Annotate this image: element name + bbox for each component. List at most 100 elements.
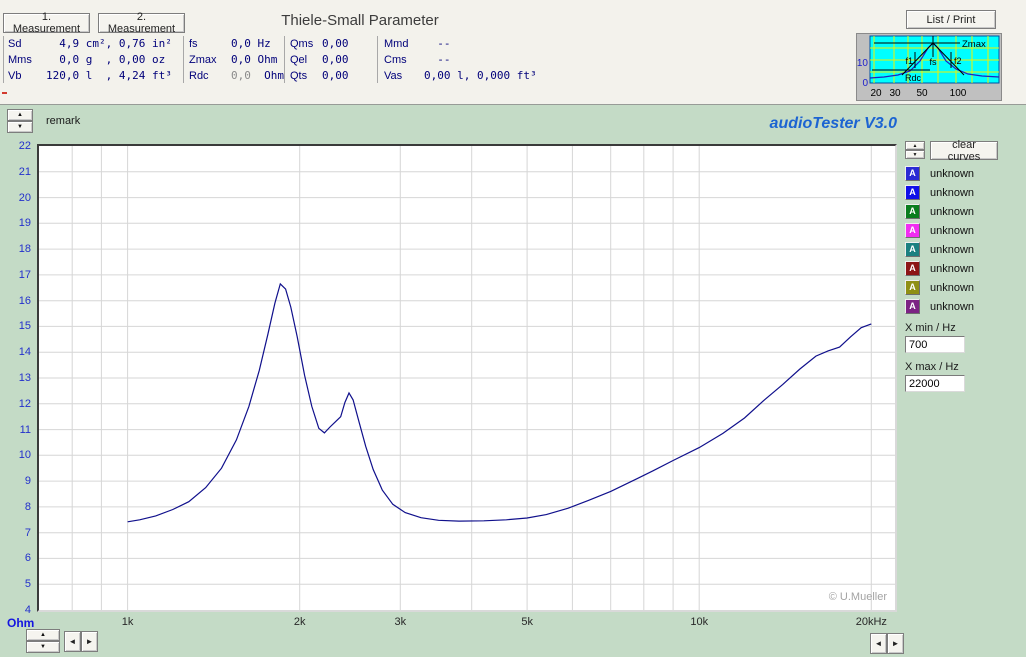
y-axis-tick-label: 7	[24, 526, 31, 539]
curve-color-icon[interactable]: A	[905, 166, 920, 181]
param-group-mmd-cms-vas: Mmd -- Cms -- Vas 0,00 l, 0,000 ft³	[384, 36, 537, 84]
spin-down-button[interactable]: ▼	[7, 121, 33, 133]
curve-select-spinner: ▲ ▼	[905, 141, 925, 159]
bottom-left-controls: ▲ ▼ ◄ ►	[26, 629, 98, 653]
param-label: Vas	[384, 70, 403, 82]
spin-down-button[interactable]: ▼	[905, 150, 925, 159]
legend-item-label: unknown	[930, 167, 975, 180]
param-row-zmax: Zmax 0,0 Ohm	[189, 52, 284, 68]
spin-down-button[interactable]: ▼	[26, 641, 60, 653]
scroll-left-button[interactable]: ◄	[870, 633, 887, 654]
param-separator	[3, 36, 4, 83]
y-axis-tick-label: 12	[18, 397, 31, 410]
f1-label: f1	[905, 56, 913, 66]
y-axis-unit-label: Ohm	[7, 616, 35, 630]
y-axis-tick-label: 13	[18, 372, 31, 384]
param-separator	[284, 36, 285, 83]
f2-label: f2	[954, 56, 962, 66]
curve-color-icon[interactable]: A	[905, 299, 920, 314]
x-min-input[interactable]	[905, 336, 965, 353]
param-label: Cms	[384, 54, 407, 66]
list-print-button[interactable]: List / Print	[906, 10, 996, 29]
spin-up-button[interactable]: ▲	[26, 629, 60, 641]
preview-xtick-20: 20	[870, 88, 882, 99]
legend-item-label: unknown	[930, 186, 975, 199]
scroll-right-button[interactable]: ►	[81, 631, 98, 652]
impedance-plot: © U.Mueller	[39, 146, 895, 610]
y-axis-tick-label: 22	[18, 140, 31, 152]
param-value: --	[424, 53, 451, 66]
measurement2-button[interactable]: 2. Measurement	[98, 11, 185, 35]
scroll-right-button[interactable]: ►	[887, 633, 904, 654]
param-label: Qel	[290, 54, 308, 66]
param-separator	[183, 36, 184, 83]
param-row-qts: Qts 0,00	[290, 68, 349, 84]
x-axis-tick-label: 3k	[394, 616, 407, 628]
param-label: Vb	[8, 70, 22, 82]
x-min-label: X min / Hz	[905, 322, 956, 334]
x-max-input[interactable]	[905, 375, 965, 392]
curve-color-icon[interactable]: A	[905, 223, 920, 238]
scroll-left-button[interactable]: ◄	[64, 631, 81, 652]
y-axis-tick-label: 8	[24, 500, 31, 513]
curve-color-icon[interactable]: A	[905, 280, 920, 295]
curve-color-icon[interactable]: A	[905, 242, 920, 257]
param-label: Mmd	[384, 38, 409, 50]
param-value: 0,00 l, 0,000 ft³	[424, 69, 537, 82]
y-axis-tick-label: 20	[18, 191, 31, 204]
param-row-mms: Mms 0,0 g , 0,00 oz	[8, 52, 172, 68]
param-label: Rdc	[189, 70, 209, 82]
impedance-chart[interactable]: © U.Mueller	[37, 144, 897, 612]
legend-item-label: unknown	[930, 224, 975, 237]
remark-label[interactable]: remark	[46, 115, 81, 127]
curve-color-icon[interactable]: A	[905, 185, 920, 200]
param-label: Qms	[290, 38, 314, 50]
param-group-fs-zmax-rdc: fs 0,0 Hz Zmax 0,0 Ohm Rdc 0,0 Ohm	[189, 36, 284, 84]
y-scale-spinner: ▲ ▼	[7, 109, 33, 133]
preview-ytick-10: 10	[857, 58, 869, 69]
param-group-q: Qms 0,00 Qel 0,00 Qts 0,00	[290, 36, 349, 84]
param-row-mmd: Mmd --	[384, 36, 537, 52]
param-row-cms: Cms --	[384, 52, 537, 68]
param-value: 0,00	[322, 53, 349, 66]
spin-up-button[interactable]: ▲	[905, 141, 925, 150]
param-value: 0,0 Ohm	[231, 53, 278, 66]
param-row-qel: Qel 0,00	[290, 52, 349, 68]
param-unit: Ohm	[250, 69, 284, 82]
param-row-rdc: Rdc 0,0 Ohm	[189, 68, 284, 84]
param-value: 120,0 l , 4,24 ft³	[46, 69, 172, 82]
param-separator	[377, 36, 378, 83]
measurement1-button[interactable]: 1. Measurement	[3, 11, 90, 35]
y-axis-tick-label: 4	[24, 604, 31, 616]
param-value: 0,00	[322, 69, 349, 82]
spin-up-button[interactable]: ▲	[7, 109, 33, 121]
param-value: 0,0 g , 0,00 oz	[46, 53, 166, 66]
y-axis-tick-label: 14	[18, 346, 31, 359]
param-row-vb: Vb 120,0 l , 4,24 ft³	[8, 68, 172, 84]
zmax-label: Zmax	[962, 39, 986, 50]
curve-color-icon[interactable]: A	[905, 261, 920, 276]
red-tick-mark	[2, 92, 7, 94]
preview-ytick-0: 0	[862, 78, 868, 89]
param-label: Qts	[290, 70, 308, 82]
param-label: Mms	[8, 54, 32, 66]
rdc-label: Rdc	[905, 73, 922, 83]
clear-curves-button[interactable]: clear curves	[930, 139, 998, 163]
param-label: fs	[189, 38, 198, 50]
y-axis-tick-label: 15	[18, 320, 31, 333]
param-row-sd: Sd 4,9 cm², 0,76 in²	[8, 36, 172, 52]
curve-color-icon[interactable]: A	[905, 204, 920, 219]
preview-gridlines	[870, 36, 999, 83]
y-axis-tick-label: 17	[18, 268, 31, 281]
legend-item-label: unknown	[930, 262, 975, 275]
page-title: Thiele-Small Parameter	[281, 12, 439, 29]
